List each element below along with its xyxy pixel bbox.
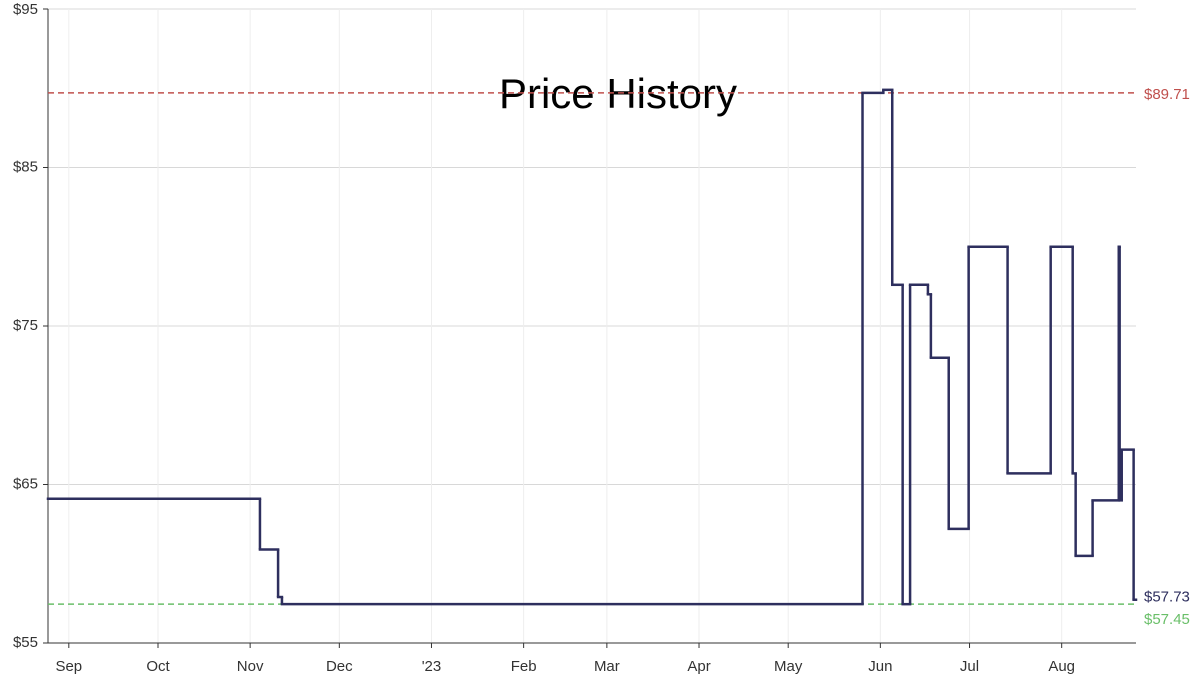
x-tick-label: Oct	[146, 658, 170, 675]
x-tick-label: Feb	[511, 658, 537, 675]
x-tick-label: Aug	[1048, 658, 1075, 675]
x-tick-label: May	[774, 658, 803, 675]
step-riser	[258, 89, 1135, 605]
x-tick-label: Apr	[687, 658, 710, 675]
x-tick-label: Jul	[960, 658, 979, 675]
reference-label: $89.71	[1144, 86, 1190, 103]
reference-label: $57.45	[1144, 611, 1190, 628]
x-tick-label: Sep	[55, 658, 82, 675]
y-tick-label: $55	[13, 634, 38, 651]
x-tick-label: Nov	[237, 658, 264, 675]
x-tick-label: Jun	[868, 658, 892, 675]
y-tick-label: $95	[13, 1, 38, 18]
y-tick-label: $85	[13, 158, 38, 175]
y-tick-label: $75	[13, 317, 38, 334]
x-tick-label: '23	[422, 658, 442, 675]
current-price-label: $57.73	[1144, 589, 1190, 606]
x-tick-label: Dec	[326, 658, 353, 675]
x-tick-label: Mar	[594, 658, 620, 675]
y-tick-label: $65	[13, 475, 38, 492]
